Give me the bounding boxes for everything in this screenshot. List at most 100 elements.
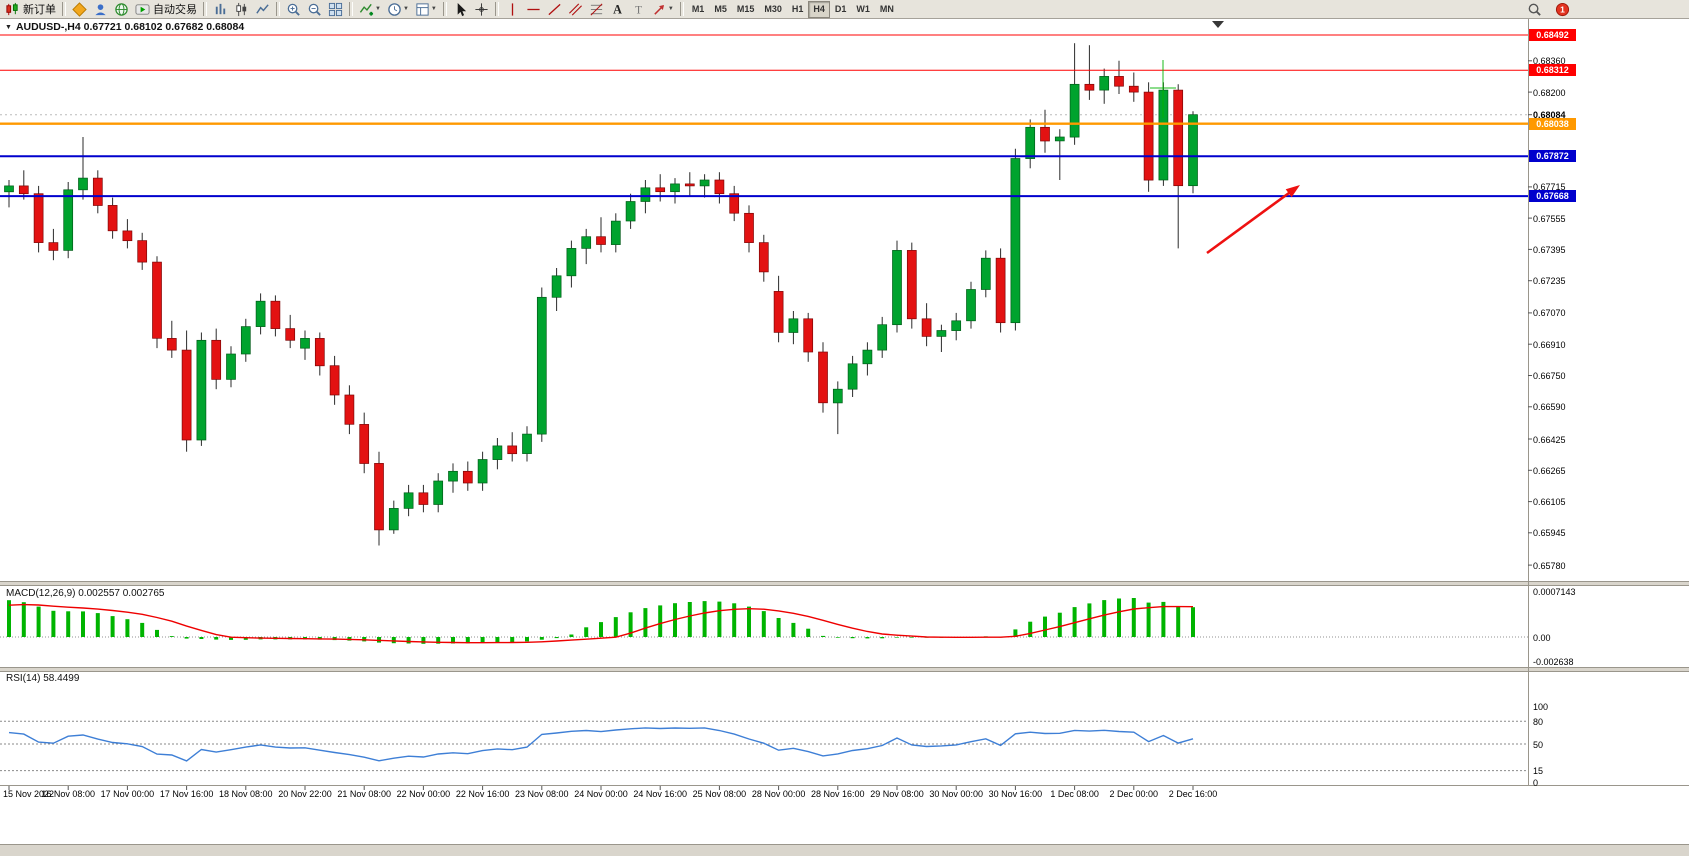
- timeframe-m1-button[interactable]: M1: [691, 4, 705, 14]
- tile-windows-icon: [328, 2, 343, 16]
- rsi-line: [8, 727, 1194, 762]
- candlestick-button[interactable]: [231, 0, 252, 18]
- rsi-level-label: 15: [1533, 766, 1544, 777]
- toolbar-button-label: 新订单: [23, 4, 56, 16]
- time-axis-label: 2 Dec 00:00: [1109, 789, 1159, 799]
- time-axis-label: 1 Dec 08:00: [1050, 789, 1099, 799]
- macd-histogram-bar: [1161, 601, 1166, 637]
- chart-shift-marker[interactable]: [1212, 21, 1224, 28]
- profile-button[interactable]: [90, 0, 111, 18]
- autotrading-button[interactable]: 自动交易: [132, 0, 200, 18]
- indicators-button[interactable]: ▼: [356, 0, 384, 18]
- candle: [921, 318, 932, 337]
- arrows-button[interactable]: ▼: [649, 0, 677, 18]
- timeframe-m15-button[interactable]: M15: [736, 4, 755, 14]
- candle: [832, 388, 843, 404]
- rsi-indicator-label: RSI(14) 58.4499: [6, 673, 80, 684]
- macd-histogram-bar: [643, 608, 648, 637]
- candle: [892, 250, 902, 326]
- candle: [196, 339, 207, 441]
- bar-chart-button[interactable]: [210, 0, 231, 18]
- periods-button[interactable]: ▼: [384, 0, 412, 18]
- line-chart-button[interactable]: [252, 0, 273, 18]
- chevron-down-icon: ▼: [5, 23, 12, 31]
- cursor-button[interactable]: [450, 0, 471, 18]
- crosshair-button[interactable]: [471, 0, 492, 18]
- channel-button[interactable]: [565, 0, 586, 18]
- candle: [966, 289, 976, 322]
- timeframe-w1-button[interactable]: W1: [856, 4, 870, 14]
- toolbar-separator: [62, 2, 66, 16]
- hline-button[interactable]: [523, 0, 544, 18]
- macd-histogram-bar: [761, 611, 766, 637]
- time-axis-label: 24 Nov 00:00: [574, 789, 628, 799]
- toolbar-separator: [349, 2, 353, 16]
- candle: [951, 320, 962, 331]
- timeframe-d1-button[interactable]: D1: [834, 4, 847, 14]
- price-scale-label: 0.66265: [1533, 465, 1566, 476]
- vline-button[interactable]: [502, 0, 523, 18]
- new-order-button[interactable]: 新订单: [2, 0, 59, 18]
- macd-histogram-bar: [909, 637, 914, 638]
- macd-histogram-bar: [569, 634, 574, 637]
- templates-button[interactable]: ▼: [412, 0, 440, 18]
- tile-windows-button[interactable]: [325, 0, 346, 18]
- candle: [1025, 126, 1036, 159]
- crosshair-marker: [1150, 60, 1176, 118]
- candle: [758, 242, 769, 273]
- time-axis-label: 2 Dec 16:00: [1168, 789, 1218, 799]
- toolbar-button-label: 自动交易: [153, 4, 197, 16]
- candle: [507, 445, 518, 455]
- macd-histogram-bar: [199, 637, 204, 639]
- macd-histogram-bar: [821, 635, 825, 637]
- cursor-icon: [457, 2, 466, 16]
- timeframe-m5-button[interactable]: M5: [714, 4, 727, 14]
- macd-histogram-bar: [599, 622, 603, 637]
- macd-histogram-bar: [791, 622, 796, 637]
- candle: [240, 326, 251, 355]
- community-button[interactable]: [111, 0, 132, 18]
- chevron-down-icon: ▼: [430, 6, 437, 12]
- time-axis-label: 28 Nov 00:00: [751, 789, 806, 799]
- zoom-out-button[interactable]: [304, 0, 325, 18]
- templates-icon: [416, 2, 429, 16]
- zoom-in-button[interactable]: [283, 0, 304, 18]
- timeframe-m30-button[interactable]: M30: [764, 4, 782, 14]
- trendline-icon: [548, 3, 561, 15]
- timeframe-mn-button[interactable]: MN: [879, 4, 894, 14]
- price-scale-label: 0.65780: [1533, 560, 1566, 571]
- macd-histogram-bar: [1043, 616, 1047, 637]
- candle: [684, 183, 695, 187]
- label-button[interactable]: T: [628, 0, 649, 18]
- timeframe-h1-button[interactable]: H1: [791, 4, 804, 14]
- chart-symbol-label[interactable]: ▼ AUDUSD-,H4 0.67721 0.68102 0.67682 0.6…: [5, 21, 244, 33]
- text-button[interactable]: A: [607, 0, 628, 18]
- trend-arrow-annotation[interactable]: [1206, 185, 1300, 255]
- periods-icon: [388, 2, 401, 16]
- candle: [1173, 89, 1184, 187]
- toolbar-separator: [276, 2, 280, 16]
- candle: [847, 363, 858, 390]
- candle: [536, 296, 547, 435]
- macd-histogram-bar: [835, 637, 840, 638]
- timeframe-h4-button[interactable]: H4: [808, 0, 830, 18]
- search-button[interactable]: [1524, 0, 1545, 18]
- macd-histogram-bar: [169, 636, 174, 637]
- fibo-button[interactable]: [586, 0, 607, 18]
- macd-histogram-bar: [628, 612, 633, 637]
- candle: [936, 330, 947, 337]
- candle: [285, 328, 296, 341]
- candle: [388, 508, 399, 531]
- candle: [211, 339, 222, 380]
- trendline-button[interactable]: [544, 0, 565, 18]
- profile-icon: [95, 3, 106, 15]
- notification-button[interactable]: 1: [1552, 0, 1573, 18]
- macd-histogram-bar: [1102, 600, 1107, 637]
- arrows-icon: [654, 4, 664, 15]
- price-scale-label: 0.68200: [1533, 87, 1566, 98]
- candle: [4, 185, 14, 193]
- mql-button[interactable]: [69, 0, 90, 18]
- time-axis-label: 28 Nov 16:00: [811, 789, 865, 799]
